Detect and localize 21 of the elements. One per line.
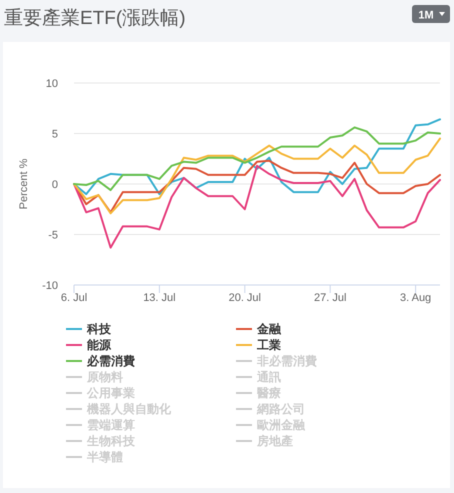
x-tick-label: 27. Jul: [314, 292, 346, 304]
x-tick-label: 20. Jul: [228, 292, 262, 304]
x-tick-label: 3. Aug: [400, 292, 432, 304]
y-tick-label: 5: [52, 128, 58, 140]
chart-title: 重要產業ETF(漲跌幅): [4, 8, 186, 29]
line-series: [73, 164, 441, 249]
y-tick-label: 0: [52, 179, 58, 191]
legend-label: 能源: [87, 338, 112, 352]
line-series: [73, 138, 441, 214]
legend-label: 科技: [86, 322, 112, 336]
y-tick-label: -5: [48, 230, 58, 242]
range-dropdown: 1M: [412, 5, 450, 23]
legend-label: 工業: [256, 338, 281, 352]
y-tick-label: -10: [42, 280, 58, 292]
x-tick-label: 13. Jul: [143, 292, 176, 304]
legend-label: 必需消費: [86, 354, 135, 368]
x-tick-label: 6. Jul: [60, 292, 88, 304]
y-axis-title: Percent %: [18, 158, 30, 210]
legend-label: 金融: [256, 322, 282, 336]
line-series: [73, 126, 441, 192]
y-tick-label: 10: [46, 78, 58, 90]
